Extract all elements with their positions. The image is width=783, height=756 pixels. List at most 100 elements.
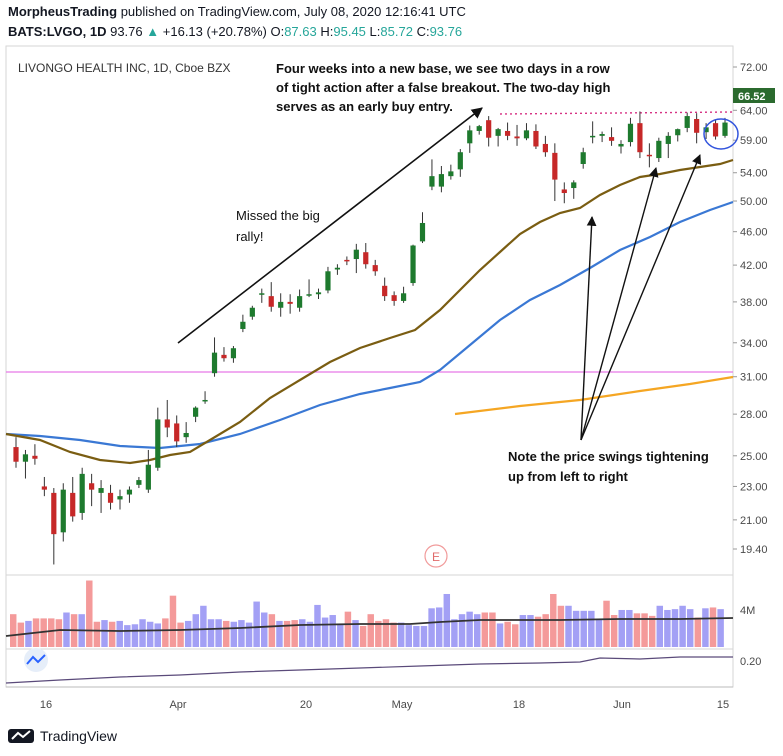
candle-body (457, 152, 463, 170)
publish-info: MorpheusTrading published on TradingView… (8, 4, 466, 19)
volume-bar (154, 623, 161, 647)
published-text: published on TradingView.com, July 08, 2… (120, 4, 466, 19)
annotation-rally-line2: rally! (236, 229, 263, 244)
volume-bar (299, 619, 306, 647)
open-value: 87.63 (284, 24, 317, 39)
y-axis: 72.00 64.00 59.00 54.00 50.00 46.00 42.00 38.00… (733, 62, 768, 556)
y-tick-label: 38.00 (740, 297, 768, 309)
volume-bar (314, 604, 321, 647)
volume-bar (413, 625, 420, 647)
volume-bar (222, 620, 230, 647)
volume-bar (116, 620, 123, 647)
volume-bar (390, 622, 397, 647)
candle-body (117, 496, 123, 500)
volume-bar (10, 614, 17, 647)
ma-mid-line (5, 200, 734, 450)
candle-body (259, 293, 265, 295)
annotation-base-line1: Four weeks into a new base, we see two d… (276, 61, 611, 76)
y-tick-label: 34.00 (740, 338, 768, 350)
candle-body (429, 176, 435, 187)
volume-bar (207, 619, 215, 647)
candle-body (504, 130, 511, 136)
volume-bar (489, 612, 496, 647)
volume-bar (679, 605, 686, 647)
candle-body (240, 321, 246, 329)
candle-body (542, 143, 548, 153)
tradingview-logo-icon (8, 729, 34, 743)
volume-bar (306, 621, 314, 647)
volume-bars (10, 580, 724, 647)
candle-body (230, 348, 237, 359)
candle-body (107, 492, 114, 503)
candle-body (89, 483, 95, 490)
brand-logo[interactable]: TradingView (8, 727, 117, 745)
last-price-tag-label: 66.52 (738, 91, 766, 103)
volume-bar (86, 580, 93, 647)
x-tick-label: 20 (300, 699, 312, 711)
candle-body (675, 129, 681, 136)
candle-body (193, 407, 199, 417)
candle-body (183, 432, 189, 438)
price-pane (5, 45, 734, 576)
earnings-marker-icon[interactable] (424, 544, 448, 568)
volume-bar (473, 614, 481, 647)
ma-long-line (454, 375, 734, 416)
volume-bar (375, 620, 382, 647)
candle-body (552, 152, 558, 180)
candle-body (419, 222, 426, 242)
volume-bar (443, 593, 451, 647)
candle-body (382, 285, 388, 297)
candle-body (136, 480, 142, 485)
symbol-label: BATS:LVGO, 1D (8, 24, 107, 39)
volume-bar (641, 613, 648, 647)
x-tick-label: 18 (513, 699, 525, 711)
annotation-base-line3: serves as an early buy entry. (276, 99, 453, 114)
candle-body (561, 189, 567, 194)
tradingview-small-logo-icon[interactable] (24, 648, 48, 672)
swing-arrow-2 (580, 167, 659, 441)
candle-body (495, 129, 501, 136)
candle-body (599, 134, 605, 136)
last-price-tag (733, 88, 775, 103)
candle-body (694, 119, 700, 133)
candle-body (448, 171, 454, 177)
volume-bar (184, 620, 192, 647)
candle-body (571, 182, 577, 189)
candle-body (580, 152, 586, 164)
open-label: O: (270, 24, 285, 39)
candle-body (372, 265, 378, 272)
volume-bar (291, 620, 298, 647)
volume-bar (238, 620, 245, 647)
volume-bar (565, 605, 572, 647)
volume-bar (261, 612, 268, 647)
volume-bar (610, 615, 618, 647)
y-tick-label: 42.00 (740, 260, 768, 272)
candle-body (145, 464, 151, 490)
chart-title: LIVONGO HEALTH INC, 1D, Cboe BZX (18, 61, 231, 75)
volume-bar (686, 609, 694, 647)
candle-body (202, 399, 208, 402)
volume-bar (542, 614, 549, 647)
x-tick-label: 16 (40, 699, 52, 711)
candle-body (722, 122, 728, 136)
candle-body (98, 488, 104, 493)
candle-body (297, 296, 303, 308)
candle-body (174, 423, 180, 442)
volume-bar (626, 609, 633, 647)
last-price: 93.76 (110, 24, 143, 39)
candle-body (665, 135, 671, 144)
tight-action-circle (703, 118, 739, 150)
y-tick-label: 31.00 (740, 372, 768, 384)
candle-body (60, 489, 66, 533)
candle-body (438, 174, 444, 187)
candle-body (363, 252, 369, 265)
volume-bar (481, 612, 489, 647)
volume-bar (108, 621, 116, 647)
y-tick-label: 23.00 (740, 481, 768, 493)
earnings-marker-label: E (432, 550, 440, 564)
y-tick-label: 25.00 (740, 451, 768, 463)
candle-body (703, 127, 709, 133)
volume-bar (671, 609, 679, 647)
volume-bar (595, 619, 603, 647)
